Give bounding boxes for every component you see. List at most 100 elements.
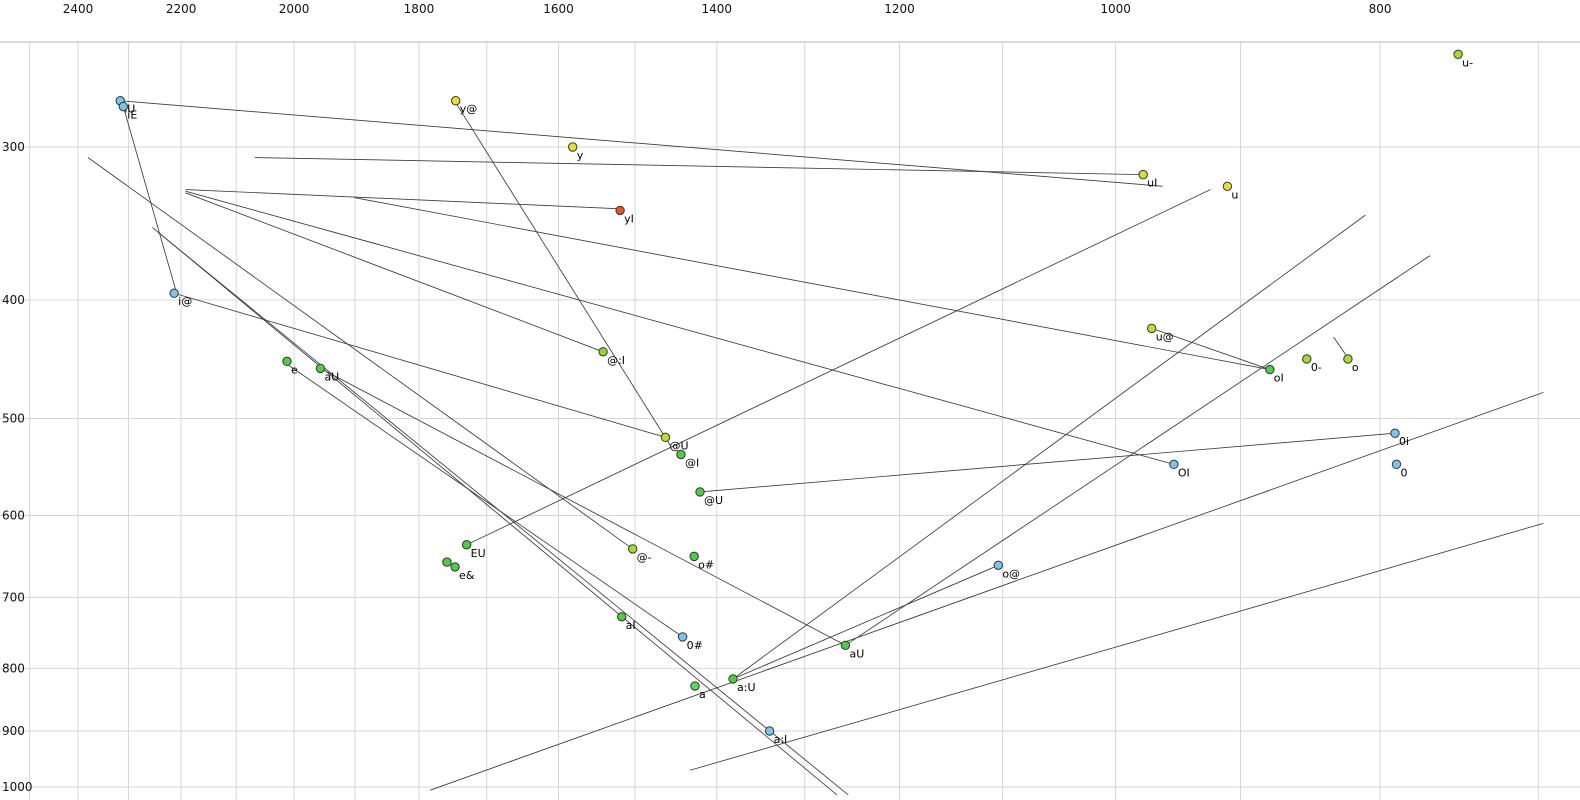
vowel-point-y bbox=[568, 142, 578, 152]
trajectory-line-4 bbox=[185, 189, 621, 210]
x-tick-label-1200: 1200 bbox=[884, 2, 915, 16]
x-tick-label-2400: 2400 bbox=[63, 2, 94, 16]
vowel-label-u: u bbox=[1231, 188, 1238, 201]
vowel-label-0#: 0# bbox=[687, 639, 703, 652]
vowel-point-OI bbox=[1169, 459, 1179, 470]
vowel-point-0 bbox=[1391, 459, 1402, 470]
vowel-label-iU: iU bbox=[124, 103, 135, 116]
y-tick-label-700: 700 bbox=[2, 590, 25, 604]
vowel-point-e& bbox=[450, 562, 460, 572]
vowel-point-@U bbox=[695, 487, 705, 497]
x-tick-label-800: 800 bbox=[1369, 2, 1392, 16]
trajectory-line-22 bbox=[354, 197, 1270, 370]
vowel-label-aU: aU bbox=[324, 370, 339, 383]
trajectory-line-17 bbox=[845, 255, 1431, 646]
vowel-label-aU: aU bbox=[849, 647, 864, 660]
trajectory-line-20 bbox=[689, 522, 1544, 771]
vowel-point-@U bbox=[660, 432, 671, 443]
vowel-point-@:I bbox=[598, 347, 608, 357]
y-tick-label-500: 500 bbox=[2, 412, 25, 426]
trajectory-line-18 bbox=[732, 564, 999, 680]
x-tick-label-1000: 1000 bbox=[1100, 2, 1131, 16]
vowel-label-e&: e& bbox=[459, 569, 475, 582]
vowel-point-iE bbox=[118, 101, 128, 112]
trajectory-line-15 bbox=[699, 432, 1396, 493]
vowel-point-EU bbox=[461, 540, 472, 550]
vowel-point-u bbox=[1222, 181, 1233, 191]
vowel-label-a:I: a:I bbox=[774, 733, 788, 746]
vowel-point-0i bbox=[1390, 428, 1400, 438]
trajectory-line-19 bbox=[430, 391, 1544, 791]
x-tick-label-1800: 1800 bbox=[404, 2, 435, 16]
vowel-point-o# bbox=[689, 551, 699, 562]
vowel-point-a:U bbox=[728, 674, 738, 684]
vowel-point-a:I bbox=[764, 726, 775, 736]
vowel-point-o@ bbox=[993, 560, 1004, 571]
vowel-point-y@ bbox=[451, 96, 461, 106]
vowel-label-e: e bbox=[291, 363, 298, 376]
vowel-point-@- bbox=[627, 544, 638, 554]
vowel-label-0: 0 bbox=[1400, 466, 1407, 479]
trajectory-line-21 bbox=[185, 192, 604, 353]
vowel-label-aI: aI bbox=[626, 619, 636, 632]
y-tick-label-1000: 1000 bbox=[2, 780, 33, 794]
trajectory-line-2 bbox=[174, 292, 666, 438]
vowel-point-@I bbox=[676, 449, 686, 460]
vowel-label-a:U: a:U bbox=[737, 681, 756, 694]
vowel-label-o: o bbox=[1352, 361, 1359, 374]
vowel-label-@:I: @:I bbox=[607, 354, 625, 367]
trajectory-line-14 bbox=[466, 189, 1211, 546]
vowel-point-i@ bbox=[169, 288, 179, 298]
vowel-label-OI: OI bbox=[1178, 466, 1190, 479]
vowel-point-uI bbox=[1138, 169, 1148, 180]
vowel-label-@U: @U bbox=[704, 494, 723, 507]
vowel-point-e bbox=[282, 356, 292, 367]
vowel-label-uI: uI bbox=[1147, 177, 1157, 190]
trajectory-line-1 bbox=[122, 106, 177, 293]
y-tick-label-300: 300 bbox=[2, 140, 25, 154]
trajectory-line-8 bbox=[1333, 336, 1349, 359]
vowel-point-oI bbox=[1265, 364, 1275, 375]
y-tick-label-800: 800 bbox=[2, 661, 25, 675]
y-tick-label-600: 600 bbox=[2, 508, 25, 522]
x-tick-label-2200: 2200 bbox=[166, 2, 197, 16]
vowel-point-a bbox=[690, 681, 700, 691]
vowel-label-0-: 0- bbox=[1311, 361, 1322, 374]
trajectory-line-16 bbox=[732, 214, 1366, 680]
vowel-point-u- bbox=[1453, 49, 1463, 60]
vowel-label-oI: oI bbox=[1274, 372, 1284, 385]
trajectory-line-9 bbox=[152, 227, 838, 796]
vowel-point-unlabeled-24 bbox=[442, 557, 452, 567]
trajectory-line-5 bbox=[255, 157, 1144, 176]
vowel-label-EU: EU bbox=[471, 547, 486, 560]
x-tick-label-1400: 1400 bbox=[702, 2, 733, 16]
vowel-label-@U: @U bbox=[669, 439, 688, 452]
y-tick-label-400: 400 bbox=[2, 293, 25, 307]
vowel-label-o#: o# bbox=[698, 558, 714, 571]
y-tick-label-900: 900 bbox=[2, 724, 25, 738]
trajectory-line-11 bbox=[87, 157, 633, 550]
trajectory-line-13 bbox=[320, 368, 846, 646]
vowel-label-a: a bbox=[699, 688, 706, 701]
vowel-point-o bbox=[1343, 354, 1353, 364]
vowel-label-@I: @I bbox=[685, 457, 699, 470]
vowel-point-yI bbox=[615, 205, 625, 216]
vowel-label-u@: u@ bbox=[1156, 330, 1174, 343]
vowel-point-u@ bbox=[1146, 323, 1157, 334]
trajectory-line-12 bbox=[284, 362, 683, 638]
vowel-label-yI: yI bbox=[624, 212, 634, 225]
vowel-label-iE: iE bbox=[127, 109, 137, 122]
vowel-label-u-: u- bbox=[1462, 56, 1473, 69]
x-tick-label-2000: 2000 bbox=[279, 2, 310, 16]
vowel-point-0# bbox=[677, 632, 688, 642]
vowel-label-o@: o@ bbox=[1002, 567, 1020, 580]
vowel-label-y: y bbox=[577, 149, 584, 162]
vowel-point-0- bbox=[1302, 354, 1312, 364]
vowel-label-y@: y@ bbox=[460, 103, 478, 116]
vowel-label-i@: i@ bbox=[178, 295, 192, 308]
vowel-label-0i: 0i bbox=[1399, 435, 1409, 448]
x-tick-label-1600: 1600 bbox=[543, 2, 574, 16]
vowel-point-aU bbox=[840, 640, 851, 650]
